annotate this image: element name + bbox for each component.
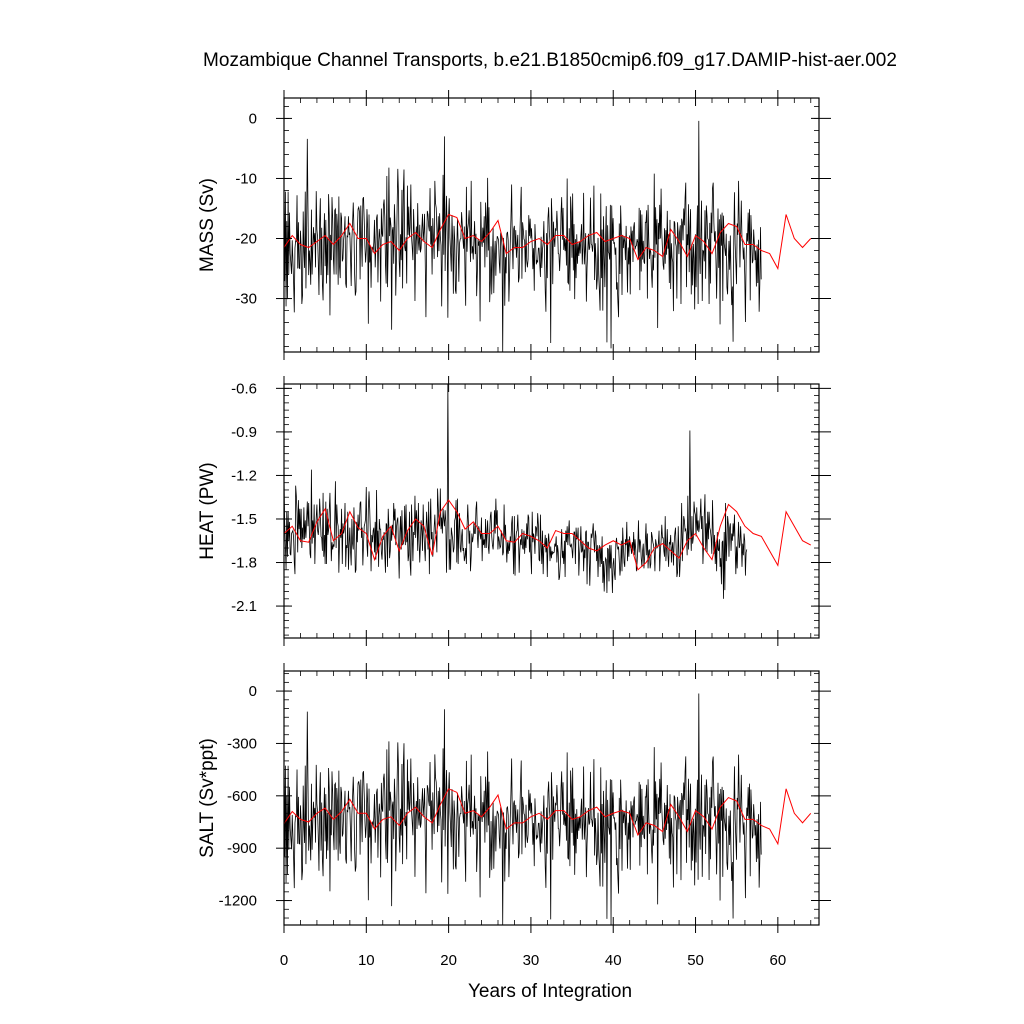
mass-plot-frame bbox=[283, 97, 820, 353]
x-tick-label: 10 bbox=[358, 952, 375, 969]
y-tick-label: -300 bbox=[227, 735, 257, 752]
mass-raw-series-line bbox=[284, 120, 762, 352]
y-tick-label: -30 bbox=[235, 291, 257, 308]
salt-plot-frame bbox=[283, 670, 820, 926]
chart-title: Mozambique Channel Transports, b.e21.B18… bbox=[203, 50, 897, 71]
x-tick-label: 50 bbox=[687, 952, 704, 969]
y-tick-label: -0.9 bbox=[231, 424, 257, 441]
y-tick-label: 0 bbox=[249, 683, 257, 700]
x-axis-title: Years of Integration bbox=[468, 981, 632, 1002]
heat-smoothed-series-line bbox=[284, 499, 812, 571]
x-tick-label: 0 bbox=[280, 952, 288, 969]
heat-plot-frame bbox=[283, 383, 820, 639]
mass-panel: 0 -10 -20 -30 MASS (Sv) bbox=[197, 90, 831, 360]
y-tick-label: -2.1 bbox=[231, 598, 257, 615]
y-tick-label: -0.6 bbox=[231, 380, 257, 397]
salt-raw-series-line bbox=[284, 693, 762, 925]
y-tick-label: -10 bbox=[235, 170, 257, 187]
y-tick-label: -600 bbox=[227, 788, 257, 805]
x-tick-label: 30 bbox=[523, 952, 540, 969]
mass-y-axis-label: MASS (Sv) bbox=[197, 178, 218, 272]
x-tick-label: 60 bbox=[770, 952, 787, 969]
mass-smoothed-series-line bbox=[284, 213, 812, 271]
y-tick-label: -1.2 bbox=[231, 467, 257, 484]
salt-y-axis-label: SALT (Sv*ppt) bbox=[197, 738, 218, 858]
heat-panel: -0.6 -0.9 -1.2 -1.5 -1.8 -2.1 HEAT (PW) bbox=[197, 376, 831, 646]
y-tick-label: -900 bbox=[227, 840, 257, 857]
x-tick-label: 40 bbox=[605, 952, 622, 969]
salt-smoothed-series-line bbox=[284, 788, 812, 846]
y-tick-label: -1200 bbox=[219, 893, 257, 910]
x-tick-label: 20 bbox=[440, 952, 457, 969]
heat-y-axis-label: HEAT (PW) bbox=[197, 462, 218, 559]
y-tick-label: -1.5 bbox=[231, 511, 257, 528]
y-tick-label: 0 bbox=[249, 110, 257, 127]
salt-panel: 0 10 20 30 40 50 60 0 -300 -600 -900 -1200 SALT (Sv*… bbox=[197, 663, 831, 969]
y-tick-label: -1.8 bbox=[231, 555, 257, 572]
heat-raw-series-line bbox=[284, 384, 748, 599]
y-tick-label: -20 bbox=[235, 231, 257, 248]
